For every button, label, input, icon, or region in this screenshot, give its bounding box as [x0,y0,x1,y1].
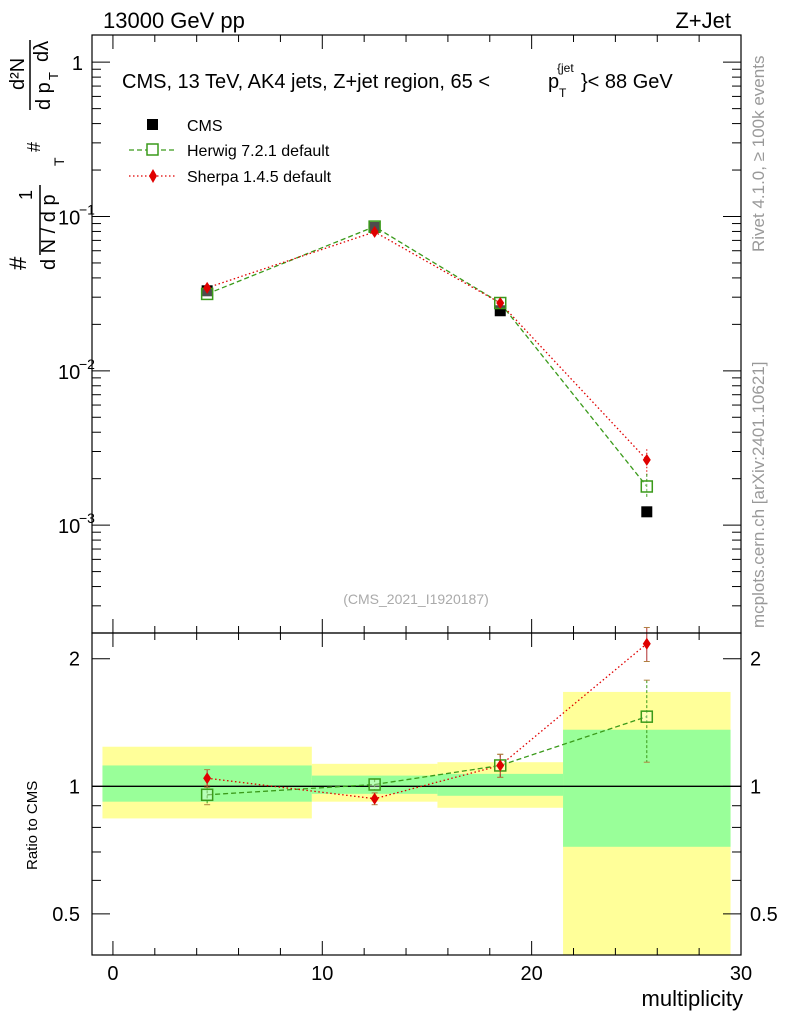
header-process-label: Z+Jet [675,8,731,33]
sherpa-data-point [496,297,505,310]
y-label-hash-1: # [5,256,32,270]
ratio-y-tick-label-left: 0.5 [52,904,80,926]
y-label-sub-T2: T [46,72,61,80]
main-y-tick-label-base: 10 [58,362,80,384]
sherpa-ratio-point [370,792,379,805]
herwig-ratio-point [640,710,654,723]
ratio-y-tick-label-left: 2 [69,649,80,671]
title-pt-subscript: T [559,86,567,100]
ratio-y-tick-label-right: 0.5 [750,904,778,926]
ratio-line-sherpa [207,643,648,800]
header-energy-label: 13000 GeV pp [103,8,245,33]
x-axis-label: multiplicity [642,986,743,1011]
title-pt-superscript: {jet [557,61,574,75]
cms-data-point [641,506,653,518]
mcplots-label: mcplots.cern.ch [arXiv:2401.10621] [749,362,768,628]
main-y-tick-label-base: 10 [58,516,80,538]
ratio-y-axis-label: Ratio to CMS [24,781,41,870]
ratio-line-herwig [207,716,647,796]
legend-cms-marker [147,119,158,130]
title-pt-symbol: p [548,71,559,93]
ratio-y-tick-label-right: 1 [750,776,761,798]
main-plot-series [200,220,654,518]
main-y-axis-label: # 1 d N / d p T # d²N d p T dλ [5,40,67,270]
main-y-tick-label: 1 [72,53,83,75]
ratio-y-tick-label-right: 2 [750,649,761,671]
sherpa-data-point [642,453,651,466]
x-tick-label: 10 [311,963,333,985]
series-line-sherpa [206,231,648,461]
sherpa-ratio-point [203,772,212,785]
ratio-band-inner [563,729,731,847]
series-line-herwig [206,225,648,487]
legend-cms-label: CMS [187,118,223,135]
x-tick-label: 30 [730,963,752,985]
main-y-tick-label-base: 10 [58,207,80,229]
sherpa-data-point [203,281,212,294]
analysis-watermark: (CMS_2021_I1920187) [343,591,489,607]
y-label-dlambda: dλ [31,41,53,62]
legend-sherpa-label: Sherpa 1.4.5 default [187,169,332,186]
ratio-uncertainty-bands [92,691,741,955]
herwig-ratio-point [368,778,381,791]
main-y-tick-label-exponent: −2 [79,356,95,372]
cms-data-point [494,305,506,317]
sherpa-ratio-point [642,637,651,650]
y-label-hash-2: # [24,142,44,152]
legend: CMS, 13 TeV, AK4 jets, Z+jet region, 65 … [122,61,673,186]
herwig-ratio-point [200,788,214,802]
main-y-tick-label-exponent: −1 [79,201,95,217]
ratio-plot-frame [91,632,742,956]
y-label-dN: d N / d p [38,194,60,270]
y-label-one: 1 [16,190,36,200]
main-y-tick-label-exponent: −3 [79,510,95,526]
ratio-plot-series [200,626,654,806]
legend-sherpa-marker [149,169,157,183]
legend-herwig-label: Herwig 7.2.1 default [187,143,330,160]
chart-title: CMS, 13 TeV, AK4 jets, Z+jet region, 65 … [122,71,490,93]
x-tick-label: 20 [521,963,543,985]
y-label-sub-T: T [51,157,67,166]
y-label-d2N: d²N [7,58,29,90]
y-label-dpT-dlambda: d p [33,82,55,110]
chart-title-end: }< 88 GeV [581,71,673,93]
sherpa-ratio-point [496,759,505,772]
rivet-version-label: Rivet 4.1.0, ≥ 100k events [749,56,768,252]
sherpa-data-point [370,225,379,238]
legend-herwig-marker [146,143,159,156]
x-tick-label: 0 [107,963,118,985]
herwig-data-point [640,480,654,493]
ratio-y-tick-label-left: 1 [69,776,80,798]
ratio-band-inner [437,773,564,796]
